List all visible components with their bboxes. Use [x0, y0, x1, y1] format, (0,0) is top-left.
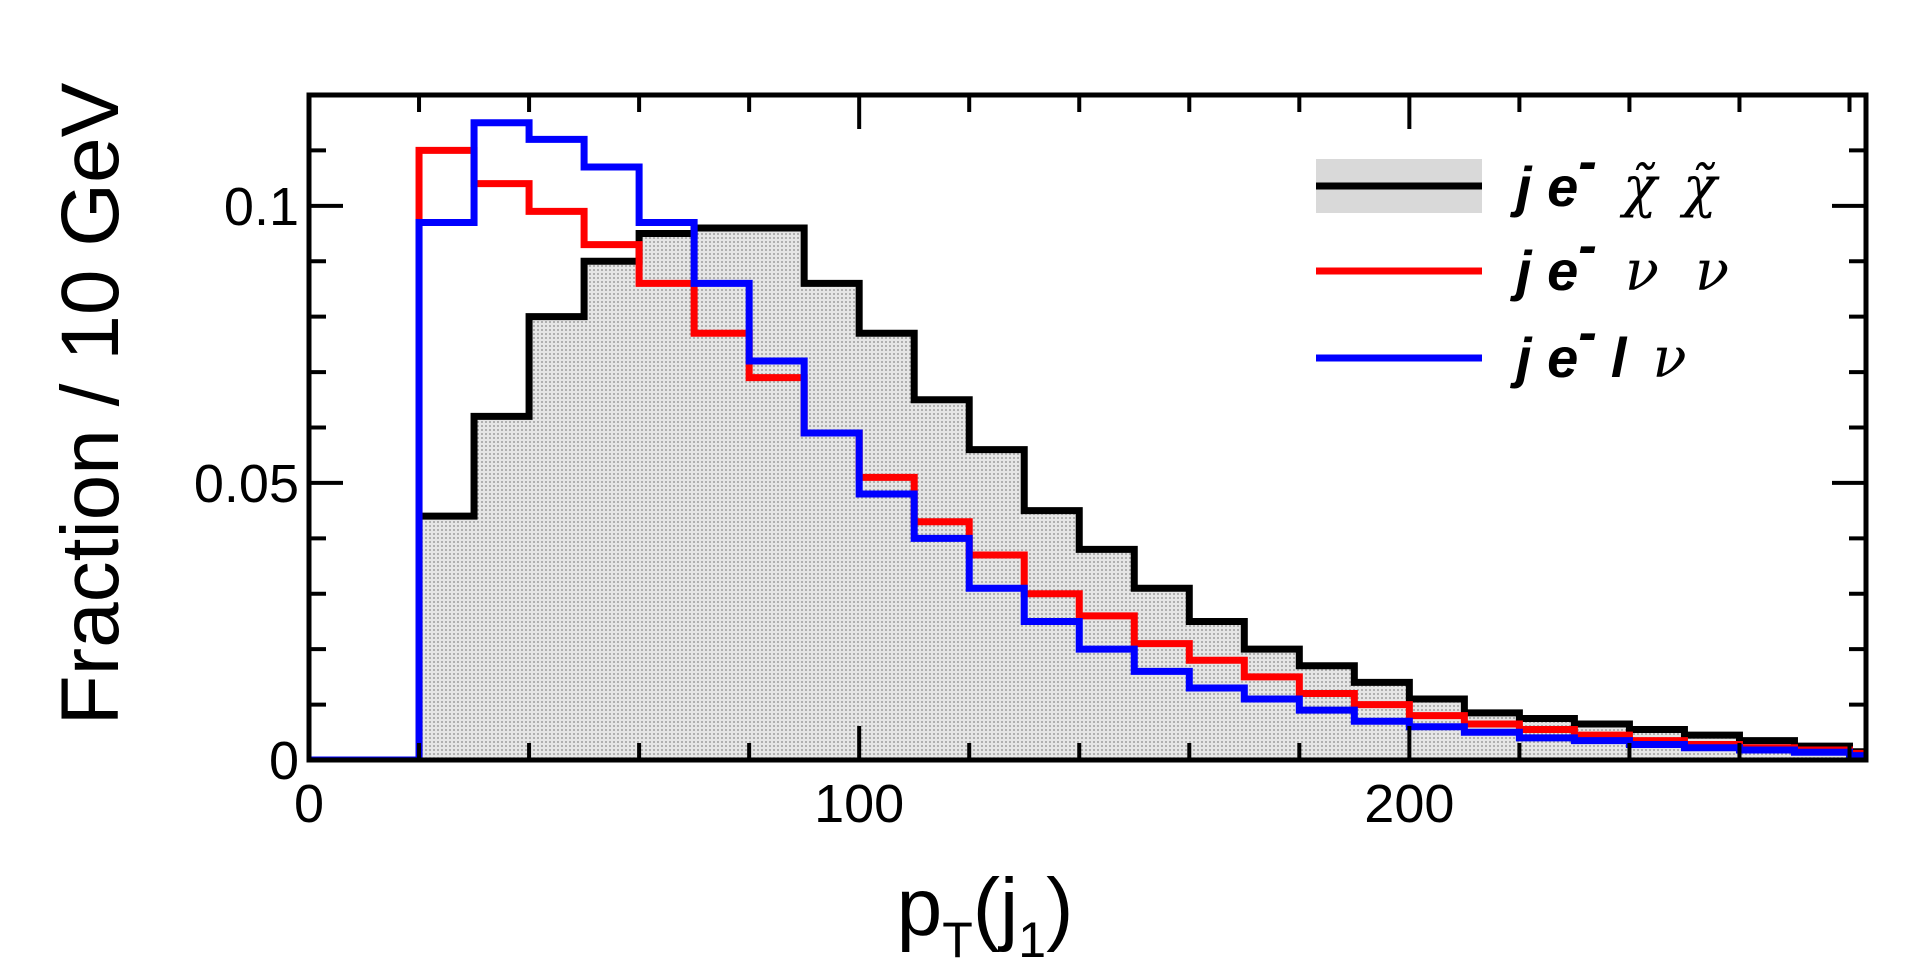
- legend-entry-nunu: j e-ν ν: [1316, 213, 1729, 304]
- legend-label-nunu: j e-ν ν: [1509, 213, 1729, 304]
- y-tick-label: 0.1: [224, 177, 299, 237]
- y-axis-title: Fraction / 10 GeV: [45, 82, 136, 725]
- x-axis-title-sub-1: 1: [1018, 912, 1046, 961]
- x-axis-title-close: ): [1046, 862, 1073, 953]
- x-axis-title: pT(j1): [897, 862, 1074, 961]
- histogram-line-series-0: [309, 224, 1866, 760]
- x-tick-label: 0: [294, 774, 324, 834]
- x-tick-label: 100: [814, 774, 904, 834]
- x-axis-title-sub-t: T: [942, 912, 973, 961]
- legend: j e-χ̃ χ̃ j e-ν ν j e-l ν: [1316, 129, 1729, 391]
- x-axis-title-paren: (j: [973, 862, 1019, 953]
- legend-entry-signal: j e-χ̃ χ̃: [1316, 129, 1720, 220]
- x-tick-label: 200: [1364, 774, 1454, 834]
- y-tick-label: 0.05: [194, 454, 299, 514]
- legend-label-signal: j e-χ̃ χ̃: [1509, 129, 1720, 220]
- x-axis-title-main: p: [897, 862, 943, 953]
- legend-label-lnu: j e-l ν: [1509, 300, 1687, 391]
- histogram-fill-series-0: [309, 228, 1866, 760]
- y-tick-label: 0: [269, 731, 299, 791]
- axes: 0 0.05 0.1 0 100 200: [194, 92, 1869, 834]
- legend-entry-lnu: j e-l ν: [1316, 300, 1687, 391]
